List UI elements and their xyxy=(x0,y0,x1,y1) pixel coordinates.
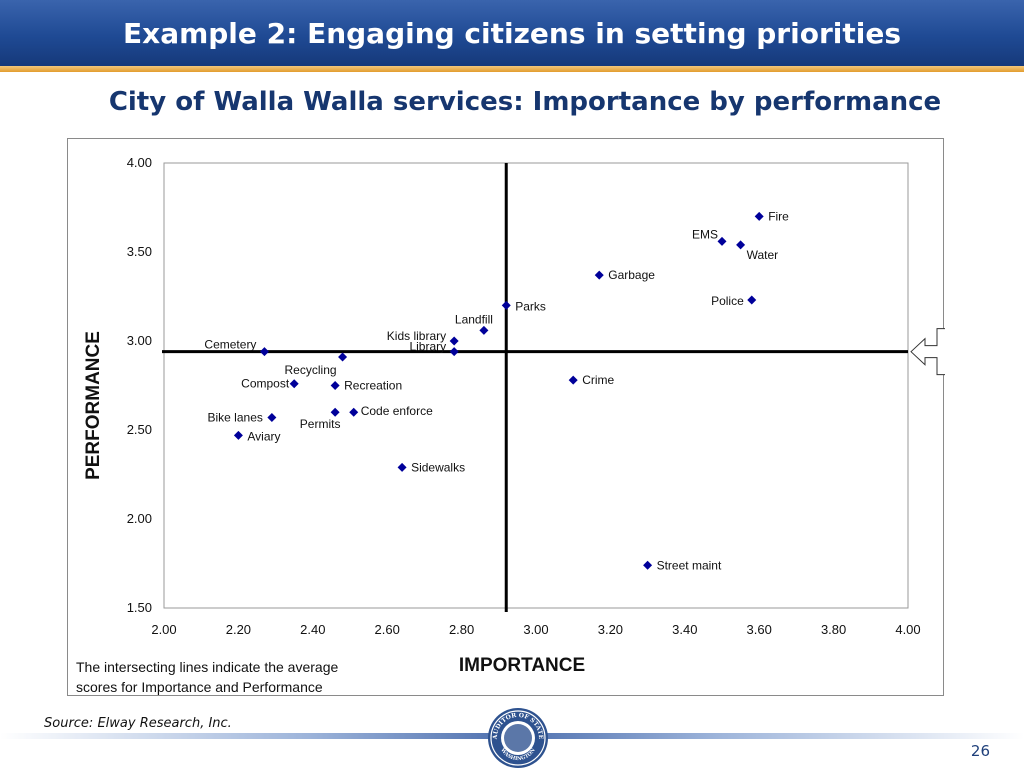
data-point xyxy=(594,270,604,280)
data-point xyxy=(747,295,757,305)
data-point xyxy=(501,300,511,310)
data-point xyxy=(568,375,578,385)
chart-subtitle: City of Walla Walla services: Importance… xyxy=(108,87,942,117)
y-axis-title: PERFORMANCE xyxy=(83,331,104,480)
chart-note: The intersecting lines indicate the aver… xyxy=(76,659,338,695)
state-auditor-seal: AUDITOR OF STATE WASHINGTON xyxy=(488,708,548,768)
data-point xyxy=(479,325,489,335)
data-point xyxy=(397,462,407,472)
data-point-label: Water xyxy=(747,248,779,262)
data-point xyxy=(754,211,764,221)
data-point-label: Street maint xyxy=(657,558,722,572)
data-point xyxy=(259,347,269,357)
data-point-label: Parks xyxy=(515,299,546,313)
x-tick-label: 4.00 xyxy=(895,622,920,637)
page-number: 26 xyxy=(970,742,990,760)
x-tick-label: 2.00 xyxy=(151,622,176,637)
x-tick-label: 3.00 xyxy=(523,622,548,637)
data-point xyxy=(717,236,727,246)
x-axis-title: IMPORTANCE xyxy=(459,655,585,676)
data-point-label: Police xyxy=(711,294,744,308)
data-point-label: Fire xyxy=(768,209,789,223)
data-point-label: Aviary xyxy=(247,429,280,443)
plot-area xyxy=(163,162,909,609)
data-point-label: Crime xyxy=(582,373,614,387)
data-point-label: Recreation xyxy=(344,379,402,393)
chart-note-line: The intersecting lines indicate the aver… xyxy=(76,659,338,675)
average-callout xyxy=(910,328,945,376)
y-tick-label: 2.00 xyxy=(127,511,152,526)
x-tick-label: 3.40 xyxy=(672,622,697,637)
data-point xyxy=(643,560,653,570)
data-point-label: Landfill xyxy=(455,312,493,326)
data-point-label: Recycling xyxy=(285,363,337,377)
data-point-label: Library xyxy=(409,340,446,354)
data-point xyxy=(338,352,348,362)
data-point-label: Code enforce xyxy=(361,404,433,418)
data-point xyxy=(330,407,340,417)
data-point xyxy=(289,379,299,389)
data-point xyxy=(349,407,359,417)
data-point xyxy=(267,413,277,423)
y-tick-label: 3.50 xyxy=(127,244,152,259)
data-point-label: Garbage xyxy=(608,268,655,282)
y-tick-label: 1.50 xyxy=(127,600,152,615)
data-point xyxy=(736,240,746,250)
data-point xyxy=(330,381,340,390)
x-tick-label: 2.80 xyxy=(449,622,474,637)
data-point-label: Kids library xyxy=(387,329,446,343)
data-point-label: Compost xyxy=(241,377,290,391)
data-point-label: Permits xyxy=(300,417,341,431)
x-tick-label: 3.80 xyxy=(821,622,846,637)
data-point-label: Cemetery xyxy=(204,338,256,352)
data-point-label: EMS xyxy=(692,227,718,241)
y-tick-label: 3.00 xyxy=(127,333,152,348)
scatter-chart: 2.00 2.20 2.40 2.60 2.80 3.00 3.20 3.40 3.60 3.80… xyxy=(76,155,945,695)
chart-note-line: scores for Importance and Performance xyxy=(76,679,323,695)
data-point xyxy=(449,336,459,346)
data-point-label: Sidewalks xyxy=(411,460,465,474)
x-tick-label: 2.40 xyxy=(300,622,325,637)
header-bar xyxy=(0,0,1024,66)
x-tick-label: 3.60 xyxy=(747,622,772,637)
slide-title: Example 2: Engaging citizens in setting … xyxy=(123,17,901,50)
x-tick-label: 2.20 xyxy=(226,622,251,637)
y-tick-label: 2.50 xyxy=(127,422,152,437)
y-tick-label: 4.00 xyxy=(127,155,152,170)
x-tick-label: 2.60 xyxy=(375,622,400,637)
source-note: Source: Elway Research, Inc. xyxy=(44,716,232,731)
data-point xyxy=(449,347,459,357)
header-stripe xyxy=(0,66,1024,72)
chart-frame: 2.00 2.20 2.40 2.60 2.80 3.00 3.20 3.40 3.60 3.80… xyxy=(67,138,945,696)
data-point-label: Bike lanes xyxy=(208,411,263,425)
data-point xyxy=(233,430,243,440)
x-tick-label: 3.20 xyxy=(598,622,623,637)
